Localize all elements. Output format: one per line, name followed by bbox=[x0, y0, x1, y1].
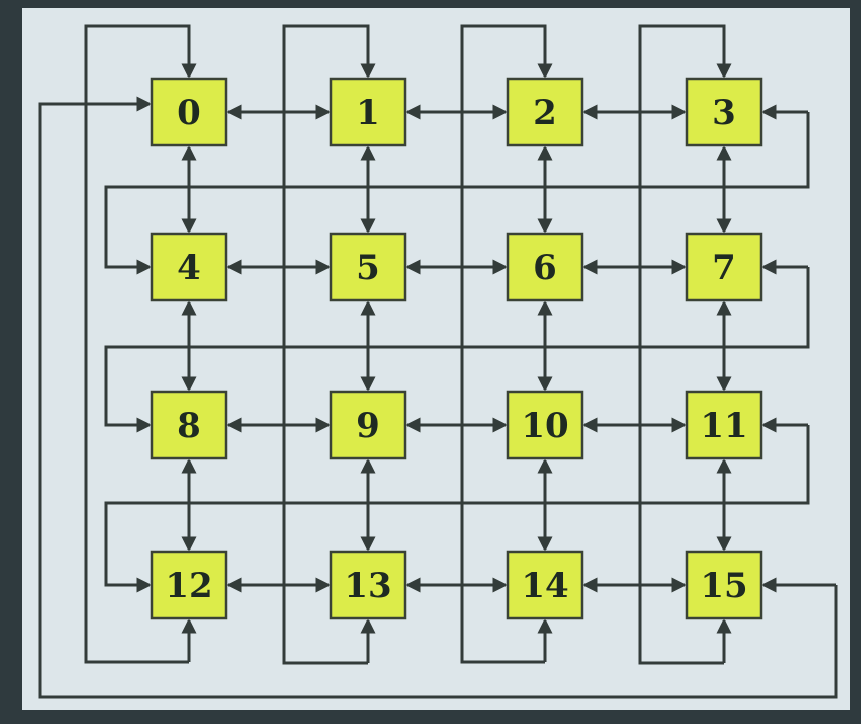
node-10-label: 10 bbox=[521, 406, 568, 446]
node-15-label: 15 bbox=[700, 566, 747, 606]
node-13: 13 bbox=[331, 552, 405, 618]
node-4: 4 bbox=[152, 234, 226, 300]
node-1: 1 bbox=[331, 79, 405, 145]
node-6: 6 bbox=[508, 234, 582, 300]
node-4-label: 4 bbox=[177, 248, 201, 288]
node-9-label: 9 bbox=[356, 406, 380, 446]
node-8-label: 8 bbox=[177, 406, 201, 446]
node-3-label: 3 bbox=[712, 93, 736, 133]
node-8: 8 bbox=[152, 392, 226, 458]
node-14-label: 14 bbox=[521, 566, 568, 606]
node-0: 0 bbox=[152, 79, 226, 145]
node-5: 5 bbox=[331, 234, 405, 300]
node-12-label: 12 bbox=[165, 566, 212, 606]
node-10: 10 bbox=[508, 392, 582, 458]
node-5-label: 5 bbox=[356, 248, 380, 288]
node-0-label: 0 bbox=[177, 93, 201, 133]
node-2: 2 bbox=[508, 79, 582, 145]
node-9: 9 bbox=[331, 392, 405, 458]
node-3: 3 bbox=[687, 79, 761, 145]
node-1-label: 1 bbox=[356, 93, 380, 133]
node-11-label: 11 bbox=[700, 406, 747, 446]
node-6-label: 6 bbox=[533, 248, 557, 288]
node-12: 12 bbox=[152, 552, 226, 618]
node-15: 15 bbox=[687, 552, 761, 618]
node-13-label: 13 bbox=[344, 566, 391, 606]
node-7: 7 bbox=[687, 234, 761, 300]
node-2-label: 2 bbox=[533, 93, 557, 133]
node-11: 11 bbox=[687, 392, 761, 458]
node-7-label: 7 bbox=[712, 248, 736, 288]
node-14: 14 bbox=[508, 552, 582, 618]
